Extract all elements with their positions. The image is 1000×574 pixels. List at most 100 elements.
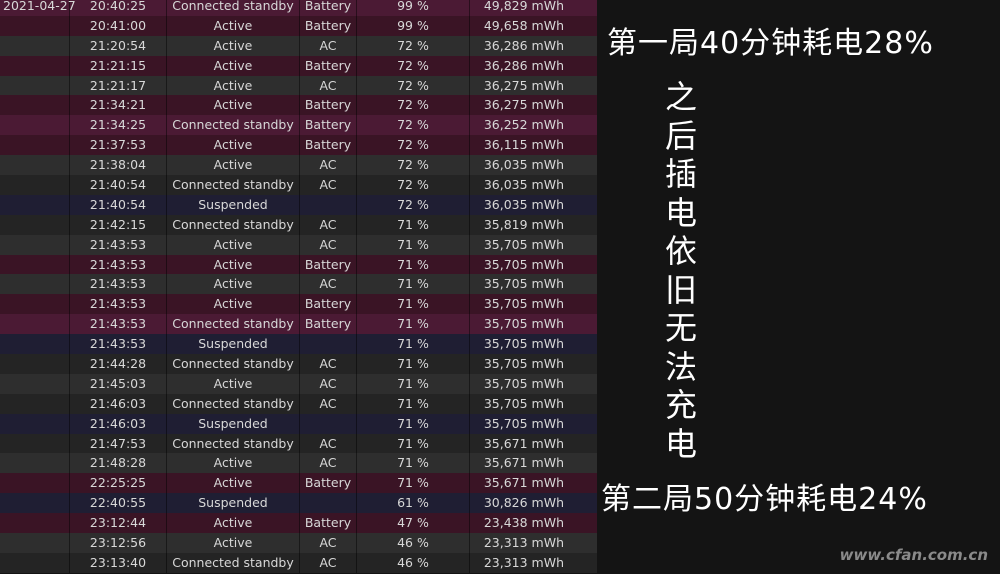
date-cell	[0, 75, 70, 96]
state-cell: Active	[167, 135, 300, 156]
state-cell: Active	[167, 294, 300, 315]
source-cell: Battery	[300, 55, 357, 76]
source-cell: Battery	[300, 0, 357, 16]
percent-cell: 71 %	[357, 373, 470, 394]
percent-cell: 71 %	[357, 473, 470, 494]
date-cell	[0, 55, 70, 76]
date-cell	[0, 294, 70, 315]
capacity-cell: 35,705 mWh	[483, 296, 564, 312]
time-cell: 23:12:56	[70, 533, 167, 553]
date-cell	[0, 254, 70, 275]
state-cell: Connected standby	[167, 175, 300, 195]
time-cell: 21:34:21	[70, 95, 167, 116]
state-cell: Active	[167, 473, 300, 494]
table-row: 21:46:03 Connected standby AC 71 % 35,705 mW…	[0, 393, 597, 414]
source-cell: AC	[300, 234, 357, 255]
capacity-cell: 23,438 mWh	[483, 515, 564, 531]
time-cell: 21:21:15	[70, 55, 167, 76]
percent-cell: 99 %	[357, 15, 470, 36]
date-cell	[0, 15, 70, 36]
capacity-cell: 35,705 mWh	[483, 256, 564, 272]
percent-cell: 71 %	[357, 254, 470, 275]
capacity-cell: 35,819 mWh	[483, 216, 564, 232]
state-cell: Active	[167, 274, 300, 295]
time-cell: 22:25:25	[70, 473, 167, 494]
source-cell: AC	[300, 533, 357, 553]
time-cell: 21:45:03	[70, 373, 167, 394]
table-row: 21:46:03 Suspended 71 % 35,705 mWh	[0, 413, 597, 434]
percent-cell: 71 %	[357, 334, 470, 355]
date-cell	[0, 214, 70, 235]
state-cell: Connected standby	[167, 314, 300, 335]
capacity-cell: 35,705 mWh	[483, 236, 564, 252]
percent-cell: 71 %	[357, 214, 470, 235]
capacity-cell: 35,705 mWh	[483, 276, 564, 292]
time-cell: 21:46:03	[70, 393, 167, 414]
table-row: 21:40:54 Suspended 72 % 36,035 mWh	[0, 194, 597, 215]
table-row: 23:12:44 Active Battery 47 % 23,438 mWh	[0, 513, 597, 534]
percent-cell: 72 %	[357, 155, 470, 176]
time-cell: 21:38:04	[70, 155, 167, 176]
source-cell: AC	[300, 155, 357, 176]
capacity-cell: 35,705 mWh	[483, 415, 564, 431]
table-row: 21:34:21 Active Battery 72 % 36,275 mWh	[0, 95, 597, 116]
table-row: 21:43:53 Active Battery 71 % 35,705 mWh	[0, 294, 597, 315]
percent-cell: 72 %	[357, 95, 470, 116]
date-cell	[0, 533, 70, 553]
time-cell: 21:34:25	[70, 115, 167, 136]
capacity-cell: 35,705 mWh	[483, 316, 564, 332]
source-cell	[300, 413, 357, 434]
percent-cell: 99 %	[357, 0, 470, 16]
time-cell: 21:40:54	[70, 194, 167, 215]
state-cell: Connected standby	[167, 115, 300, 136]
source-cell	[300, 493, 357, 514]
date-cell	[0, 35, 70, 56]
source-cell: AC	[300, 453, 357, 474]
battery-usage-table: 2021-04-27 20:40:25 Connected standby Batte…	[0, 0, 597, 573]
time-cell: 21:44:28	[70, 354, 167, 374]
state-cell: Suspended	[167, 493, 300, 514]
source-cell: Battery	[300, 95, 357, 116]
capacity-cell: 35,671 mWh	[483, 455, 564, 471]
state-cell: Active	[167, 533, 300, 553]
time-cell: 21:43:53	[70, 334, 167, 355]
date-cell	[0, 493, 70, 514]
time-cell: 21:43:53	[70, 274, 167, 295]
state-cell: Active	[167, 155, 300, 176]
after-plug-note: 之后插电依旧无法充电	[664, 78, 697, 463]
percent-cell: 72 %	[357, 135, 470, 156]
date-cell	[0, 354, 70, 374]
time-cell: 21:43:53	[70, 294, 167, 315]
percent-cell: 47 %	[357, 513, 470, 534]
capacity-cell: 36,115 mWh	[483, 137, 564, 153]
time-cell: 21:43:53	[70, 254, 167, 275]
capacity-cell: 23,313 mWh	[483, 554, 564, 570]
date-cell	[0, 453, 70, 474]
table-row: 21:48:28 Active AC 71 % 35,671 mWh	[0, 453, 597, 474]
source-cell: AC	[300, 175, 357, 195]
time-cell: 21:42:15	[70, 214, 167, 235]
capacity-cell: 36,286 mWh	[483, 57, 564, 73]
source-cell: Battery	[300, 294, 357, 315]
percent-cell: 71 %	[357, 294, 470, 315]
table-row: 2021-04-27 20:40:25 Connected standby Batte…	[0, 0, 597, 16]
table-row: 21:38:04 Active AC 72 % 36,035 mWh	[0, 155, 597, 176]
table-row: 21:20:54 Active AC 72 % 36,286 mWh	[0, 35, 597, 56]
percent-cell: 72 %	[357, 55, 470, 76]
capacity-cell: 36,035 mWh	[483, 157, 564, 173]
time-cell: 23:12:44	[70, 513, 167, 534]
state-cell: Connected standby	[167, 552, 300, 573]
table-row: 21:43:53 Active AC 71 % 35,705 mWh	[0, 234, 597, 255]
percent-cell: 71 %	[357, 234, 470, 255]
source-cell: Battery	[300, 254, 357, 275]
date-cell	[0, 334, 70, 355]
date-cell	[0, 194, 70, 215]
source-cell: AC	[300, 393, 357, 414]
percent-cell: 71 %	[357, 453, 470, 474]
percent-cell: 71 %	[357, 354, 470, 374]
table-row: 21:21:15 Active Battery 72 % 36,286 mWh	[0, 55, 597, 76]
percent-cell: 71 %	[357, 314, 470, 335]
percent-cell: 71 %	[357, 274, 470, 295]
date-cell	[0, 115, 70, 136]
time-cell: 21:21:17	[70, 75, 167, 96]
